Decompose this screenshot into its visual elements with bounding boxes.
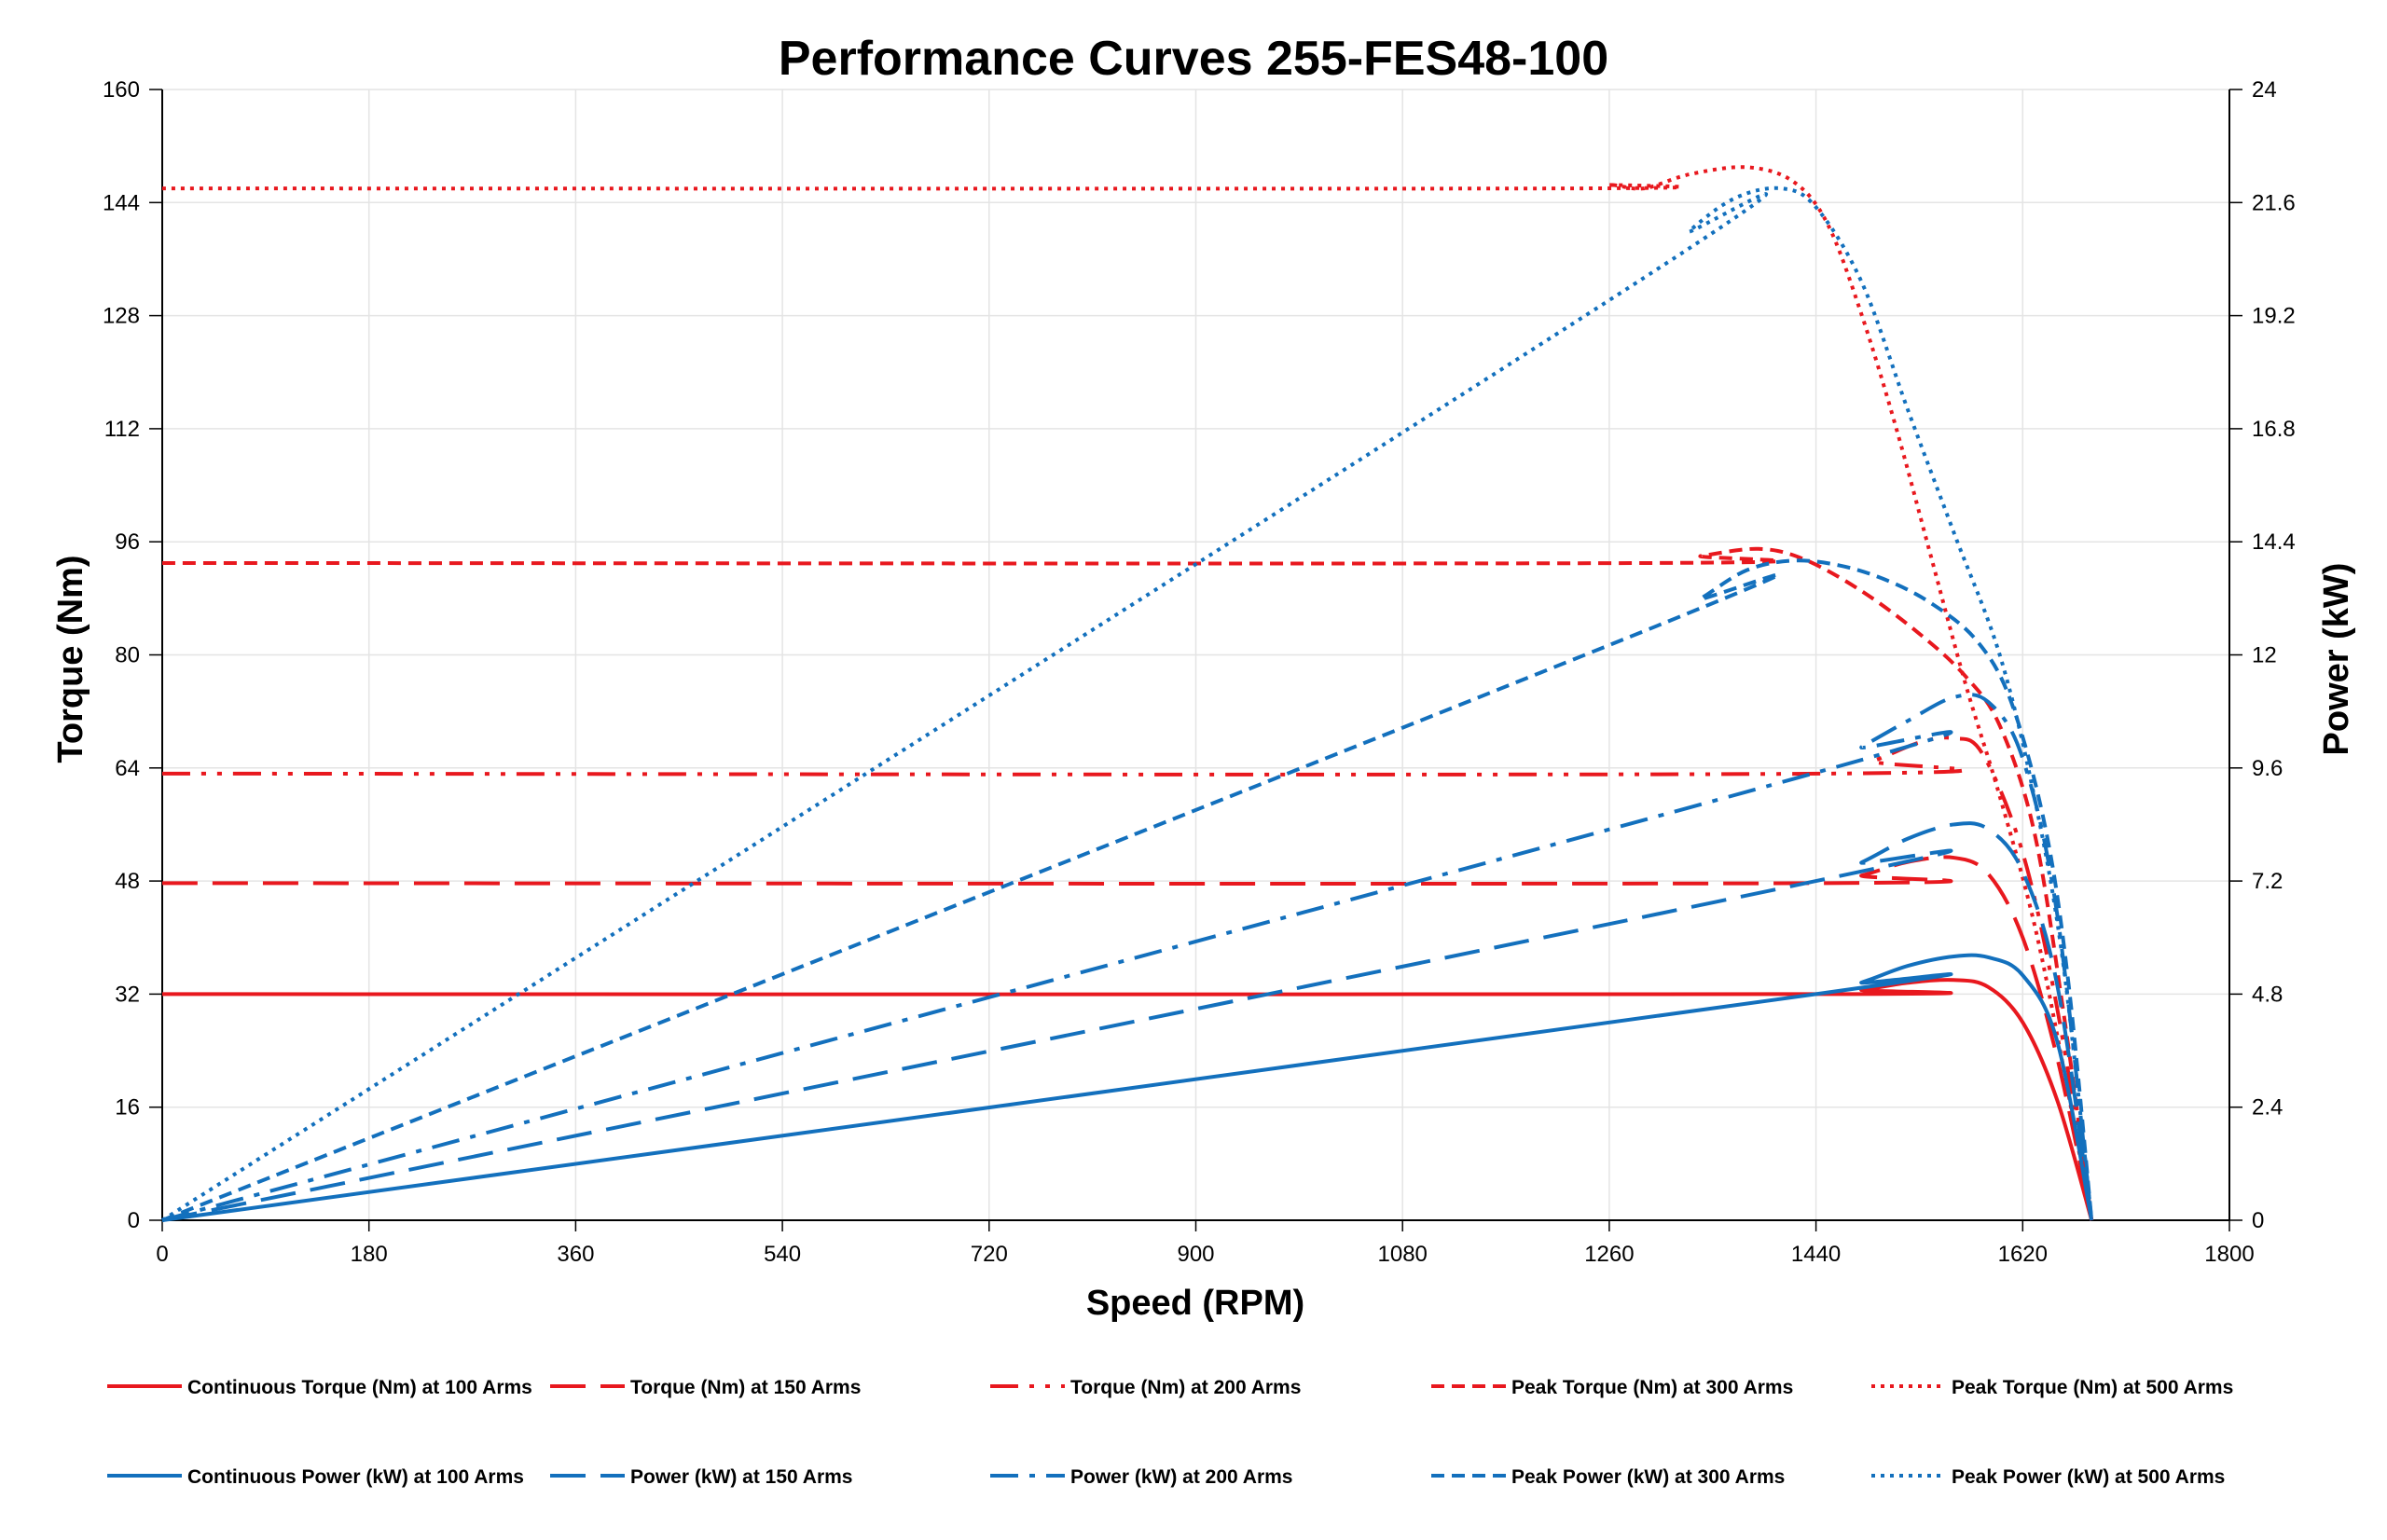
- x-tick-label: 1440: [1791, 1242, 1841, 1267]
- x-tick-label: 1080: [1378, 1242, 1428, 1267]
- y-tick-label: 128: [103, 304, 140, 329]
- x-tick-label: 900: [1177, 1242, 1214, 1267]
- y-axis-label: Torque (Nm): [51, 555, 90, 763]
- y2-tick-label: 24: [2252, 77, 2277, 103]
- y2-tick-label: 4.8: [2252, 982, 2283, 1007]
- y-tick-label: 64: [115, 756, 140, 781]
- legend-entry: Peak Torque (Nm) at 500 Arms: [1871, 1377, 2233, 1398]
- legend-label: Peak Torque (Nm) at 300 Arms: [1511, 1377, 1793, 1398]
- x-tick-label: 720: [971, 1242, 1008, 1267]
- legend-entry: Peak Power (kW) at 300 Arms: [1431, 1466, 1785, 1488]
- legend-label: Torque (Nm) at 150 Arms: [630, 1377, 861, 1398]
- x-tick-label: 1620: [1998, 1242, 2048, 1267]
- series-line-8: [161, 693, 2094, 1222]
- x-tick-label: 540: [764, 1242, 801, 1267]
- legend-entry: Continuous Power (kW) at 100 Arms: [107, 1466, 524, 1488]
- series-line-5: [161, 165, 2094, 1221]
- legend-label: Peak Torque (Nm) at 500 Arms: [1952, 1377, 2233, 1398]
- y2-tick-label: 21.6: [2252, 190, 2296, 215]
- y2-tick-label: 16.8: [2252, 417, 2296, 442]
- y-tick-label: 16: [115, 1095, 140, 1121]
- y2-tick-label: 7.2: [2252, 869, 2283, 894]
- series-line-1: [161, 978, 2094, 1221]
- x-tick-label: 0: [156, 1242, 168, 1267]
- x-tick-label: 1260: [1584, 1242, 1634, 1267]
- legend-label: Power (kW) at 150 Arms: [630, 1466, 852, 1488]
- grid: [162, 89, 2229, 1220]
- y2-tick-label: 19.2: [2252, 304, 2296, 329]
- series-line-2: [161, 855, 2094, 1221]
- chart-title: Performance Curves 255-FES48-100: [779, 32, 1608, 86]
- legend-entry: Torque (Nm) at 200 Arms: [990, 1377, 1301, 1398]
- y2-tick-label: 0: [2252, 1208, 2264, 1233]
- legend-entry: Torque (Nm) at 150 Arms: [550, 1377, 861, 1398]
- legend-entry: Continuous Torque (Nm) at 100 Arms: [107, 1377, 532, 1398]
- legend-label: Peak Power (kW) at 500 Arms: [1952, 1466, 2225, 1488]
- y2-tick-label: 12: [2252, 643, 2277, 668]
- y2-tick-label: 9.6: [2252, 756, 2283, 781]
- y-tick-label: 0: [128, 1208, 140, 1233]
- axes: 0 180 360 540 720 900 1080 1260 1440 1620 18000163…: [103, 77, 2296, 1267]
- y2-tick-label: 14.4: [2252, 529, 2296, 555]
- y-tick-label: 160: [103, 77, 140, 103]
- legend-entry: Power (kW) at 200 Arms: [990, 1466, 1292, 1488]
- series-line-10: [160, 186, 2094, 1222]
- x-tick-label: 180: [351, 1242, 388, 1267]
- legend-label: Continuous Power (kW) at 100 Arms: [187, 1466, 524, 1488]
- y-tick-label: 32: [115, 982, 140, 1007]
- y-tick-label: 112: [104, 417, 140, 442]
- legend-label: Torque (Nm) at 200 Arms: [1070, 1377, 1301, 1398]
- x-tick-label: 360: [557, 1242, 594, 1267]
- series-line-9: [161, 558, 2094, 1222]
- legend-label: Power (kW) at 200 Arms: [1070, 1466, 1292, 1488]
- y-tick-label: 144: [103, 190, 140, 215]
- legend-label: Continuous Torque (Nm) at 100 Arms: [187, 1377, 532, 1398]
- series-line-3: [161, 736, 2094, 1221]
- y-tick-label: 48: [115, 869, 140, 894]
- y2-tick-label: 2.4: [2252, 1095, 2283, 1121]
- legend-entry: Peak Torque (Nm) at 300 Arms: [1431, 1377, 1793, 1398]
- y2-axis-label: Power (kW): [2317, 563, 2356, 756]
- series-lines: [160, 165, 2094, 1222]
- x-tick-label: 1800: [2204, 1242, 2254, 1267]
- legend-entry: Peak Power (kW) at 500 Arms: [1871, 1466, 2225, 1488]
- y-tick-label: 80: [115, 643, 140, 668]
- legend: Continuous Torque (Nm) at 100 Arms Torque…: [107, 1377, 2233, 1488]
- series-line-6: [161, 953, 2094, 1222]
- legend-entry: Power (kW) at 150 Arms: [550, 1466, 852, 1488]
- series-line-4: [161, 546, 2094, 1221]
- legend-label: Peak Power (kW) at 300 Arms: [1511, 1466, 1785, 1488]
- y-tick-label: 96: [115, 529, 140, 555]
- series-line-7: [161, 821, 2094, 1222]
- x-axis-label: Speed (RPM): [1086, 1284, 1304, 1323]
